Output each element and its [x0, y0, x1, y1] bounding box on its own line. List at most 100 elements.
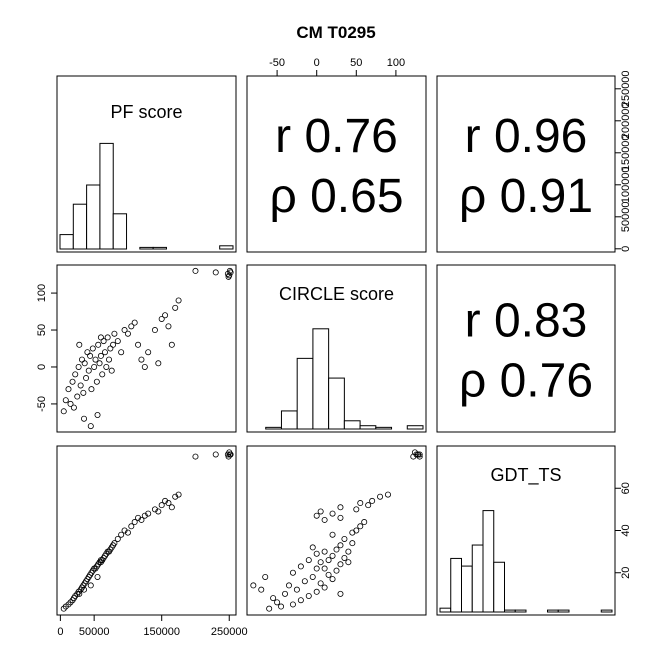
hist-bar: [493, 561, 505, 613]
scatter-point: [282, 590, 289, 597]
right-axis-pf-tick-label: 150000: [620, 134, 632, 171]
hist-bar: [86, 184, 101, 250]
scatter-point: [155, 360, 162, 367]
scatter-point: [77, 382, 84, 389]
scatter-point: [317, 559, 324, 566]
panel-frame-2-1: [246, 445, 427, 616]
diag-label: PF score: [110, 102, 182, 122]
scatter-point: [258, 586, 265, 593]
scatter-point: [106, 356, 113, 363]
scatter-point: [158, 315, 165, 322]
hist-bar: [343, 420, 361, 430]
hist-bar: [72, 203, 88, 250]
hist-bar: [152, 246, 167, 250]
scatter-point: [69, 378, 76, 385]
scatter-point: [151, 327, 158, 334]
hist-bar: [600, 609, 613, 613]
right-axis-gdt-tick-label: 40: [620, 524, 632, 536]
scatter-point: [94, 573, 101, 580]
panel-frame-1-2: [436, 264, 616, 433]
scatter-point: [104, 334, 111, 341]
scatter-point: [67, 400, 74, 407]
scatter-point: [60, 408, 67, 415]
scatter-point: [72, 371, 79, 378]
scatter-point: [162, 312, 169, 319]
scatter-point: [172, 304, 179, 311]
scatter-point: [317, 508, 324, 515]
scatter-point: [175, 297, 182, 304]
left-axis-tick-label: 0: [36, 364, 48, 370]
scatter-point: [89, 345, 96, 352]
scatter-point: [325, 557, 332, 564]
scatter-point: [329, 552, 336, 559]
scatter-point: [107, 345, 114, 352]
scatter-point: [99, 371, 106, 378]
scatter-point: [158, 502, 165, 509]
scatter-point: [124, 330, 131, 337]
scatter-point: [76, 590, 83, 597]
panel-frame-1-0: [56, 264, 237, 433]
scatter-point: [92, 356, 99, 363]
scatter-point: [293, 586, 300, 593]
scatter-point: [297, 563, 304, 570]
hist-bar: [450, 557, 462, 613]
scatter-point: [305, 592, 312, 599]
hist-bar: [99, 142, 114, 250]
right-axis-gdt-tick-label: 60: [620, 482, 632, 494]
scatter-point: [192, 267, 199, 274]
scatter-point: [165, 323, 172, 330]
scatter-point: [141, 363, 148, 370]
scatter-point: [80, 389, 87, 396]
scatter-point: [357, 523, 364, 530]
scatter-point: [225, 273, 232, 280]
scatter-point: [97, 334, 104, 341]
diag-label: GDT_TS: [490, 465, 561, 486]
scatter-point: [67, 599, 74, 606]
scatter-point: [128, 523, 135, 530]
scatter-point: [266, 605, 273, 612]
scatter-point: [297, 597, 304, 604]
scatter-point: [274, 599, 281, 606]
scatter-point: [337, 504, 344, 511]
bottom-axis-tick-label: 50000: [79, 626, 110, 638]
hist-bar: [514, 609, 527, 613]
scatter-point: [325, 571, 332, 578]
scatter-point: [62, 397, 69, 404]
scatter-point: [369, 497, 376, 504]
scatter-point: [76, 341, 83, 348]
scatter-point: [250, 582, 257, 589]
right-axis-pf-tick-label: 50000: [620, 202, 632, 233]
top-axis-tick-label: 100: [387, 57, 405, 69]
scatter-point: [377, 493, 384, 500]
scatter-point: [301, 578, 308, 585]
hist-bar: [547, 609, 559, 613]
scatter-point: [289, 601, 296, 608]
scatter-point: [94, 412, 101, 419]
scatter-point: [313, 512, 320, 519]
scatter-point: [384, 491, 391, 498]
scatter-point: [212, 269, 219, 276]
scatter-point: [87, 352, 94, 359]
scatter-point: [145, 349, 152, 356]
scatter-point: [87, 423, 94, 430]
scatter-point: [333, 567, 340, 574]
hist-bar: [139, 246, 154, 250]
scatter-point: [192, 453, 199, 460]
scatter-point: [131, 519, 138, 526]
scatter-point: [309, 573, 316, 580]
left-axis-tick-label: 50: [36, 324, 48, 336]
scatter-point: [65, 601, 72, 608]
scatter-point: [212, 451, 219, 458]
scatter-point: [415, 451, 422, 458]
top-axis-tick-label: 50: [350, 57, 362, 69]
scatter-point: [85, 367, 92, 374]
scatter-point: [353, 527, 360, 534]
scatter-point: [114, 338, 121, 345]
scatter-point: [337, 542, 344, 549]
scatter-point: [337, 561, 344, 568]
correlation-rho: ρ 0.91: [459, 170, 593, 223]
scatter-point: [97, 352, 104, 359]
scatter-point: [135, 341, 142, 348]
correlation-r: r 0.76: [275, 110, 398, 163]
scatter-point: [165, 500, 172, 507]
